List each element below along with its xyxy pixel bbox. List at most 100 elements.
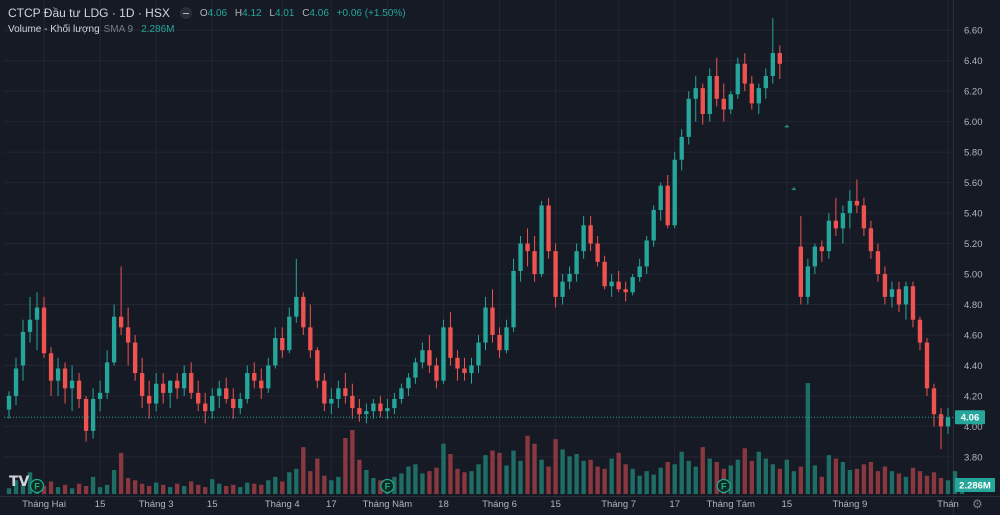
volume-bar: [945, 480, 951, 494]
candle-body: [224, 388, 229, 399]
volume-bar: [637, 475, 642, 494]
volume-bar: [714, 462, 719, 494]
volume-bar: [48, 481, 54, 494]
time-tick-label: Tháng Năm: [363, 499, 413, 510]
candle-body: [76, 380, 82, 399]
volume-bar: [287, 472, 292, 494]
volume-bar: [735, 459, 740, 494]
volume-bar: [574, 454, 579, 494]
candle-body: [924, 342, 930, 389]
collapse-icon[interactable]: [179, 7, 192, 19]
volume-bar: [69, 488, 75, 494]
time-axis[interactable]: Tháng Hai 15 Tháng 3 15 Tháng 4 17 Tháng Năm 18…: [22, 499, 959, 510]
volume-bar: [231, 484, 236, 494]
candle-body: [497, 334, 502, 351]
volume-bar: [189, 481, 194, 494]
volume-bar: [623, 464, 628, 494]
time-tick-label: 15: [95, 499, 106, 510]
candle-body: [118, 316, 124, 328]
volume-bar: [62, 484, 68, 494]
volume-bar: [511, 450, 516, 494]
candle-body: [931, 388, 937, 415]
price-tick-label: 6.20: [964, 87, 983, 98]
candle-body: [238, 398, 243, 409]
candle-body: [357, 408, 362, 415]
price-tick-label: 4.80: [964, 300, 983, 311]
candle-body: [595, 243, 600, 262]
volume-bar: [462, 472, 467, 494]
gear-icon[interactable]: ⚙: [972, 497, 983, 511]
candle-body: [371, 403, 376, 412]
candle-body: [350, 395, 355, 409]
candle-body: [693, 88, 698, 99]
volume-bar: [20, 484, 26, 494]
volume-bar: [259, 484, 264, 494]
candle-body: [462, 368, 467, 374]
candle-body: [343, 388, 348, 396]
price-axis[interactable]: 3.80 4.00 4.20 4.40 4.60 4.80 5.00 5.20 5.40 5.60…: [964, 26, 983, 464]
candle-body: [273, 338, 278, 366]
volume-bar: [819, 476, 825, 494]
candle-body: [62, 368, 68, 389]
candle-body: [938, 414, 944, 427]
volume-bar: [756, 451, 761, 494]
candle-body: [840, 213, 846, 229]
volume-bar: [567, 456, 572, 494]
candle-body: [245, 373, 250, 399]
candle-body: [833, 220, 839, 229]
candle-body: [315, 350, 320, 381]
candle-body: [308, 327, 313, 351]
volume-bar: [672, 464, 677, 494]
candle-body: [616, 281, 621, 290]
time-tick-label: 15: [550, 499, 561, 510]
candle-body: [153, 383, 159, 404]
candle-body: [763, 75, 768, 89]
tradingview-logo[interactable]: TV: [9, 474, 30, 490]
candle-body: [742, 63, 747, 84]
volume-bar: [406, 466, 411, 494]
volume-bar: [707, 458, 712, 494]
candle-body: [90, 398, 96, 431]
candle-body: [756, 88, 761, 104]
volume-bar: [175, 483, 180, 494]
volume-bar: [700, 447, 705, 494]
volume-bar: [798, 466, 804, 494]
volume-bar: [413, 464, 418, 494]
volume-bar: [728, 465, 733, 494]
price-tick-label: 5.80: [964, 148, 983, 159]
candles: [6, 18, 951, 450]
price-tick-label: 4.00: [964, 422, 983, 433]
candle-body: [97, 392, 103, 399]
candle-body: [34, 307, 40, 320]
volume-bar: [245, 482, 250, 494]
time-tick-label: Tháng 6: [482, 499, 517, 510]
time-tick-label: Thán: [937, 499, 959, 510]
volume-bar: [854, 468, 860, 494]
candle-body: [777, 53, 782, 64]
last-volume-badge-text: 2.286M: [959, 481, 991, 492]
candle-body: [329, 398, 334, 404]
candle-body: [469, 365, 474, 374]
candle-body: [525, 243, 530, 252]
volume-bar: [777, 468, 782, 494]
symbol-title[interactable]: CTCP Đầu tư LDG · 1D · HSX: [8, 6, 170, 20]
event-f-icon: [716, 478, 731, 494]
volume-bar: [273, 476, 278, 494]
volume-bar: [378, 480, 383, 494]
candle-body: [210, 395, 215, 412]
candle-body: [441, 327, 446, 381]
volume-bar: [139, 483, 145, 494]
candle-body: [700, 88, 705, 115]
candle-body: [69, 380, 75, 389]
candle-body: [392, 398, 397, 409]
candle-body: [139, 373, 145, 396]
volume-bar: [539, 459, 544, 494]
chart-legend: CTCP Đầu tư LDG · 1D · HSX O4.06 H4.12 L…: [8, 5, 406, 21]
volume-bar: [210, 479, 215, 494]
volume-bar: [364, 470, 369, 494]
volume-bar: [308, 471, 313, 494]
volume-bar: [805, 383, 811, 494]
volume-indicator-name[interactable]: Volume - Khối lượng: [8, 23, 100, 35]
